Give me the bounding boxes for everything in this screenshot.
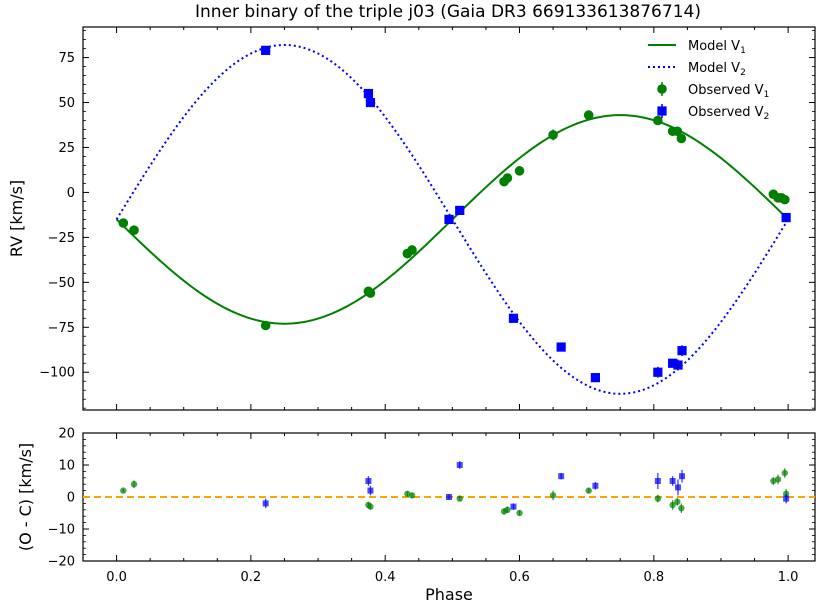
residual-point-v1: [456, 495, 463, 502]
residual-point-v2: [367, 487, 374, 494]
y-tick-label: −75: [48, 321, 75, 336]
data-point-v1: [407, 245, 417, 255]
data-point-v2: [668, 358, 678, 368]
legend-label: Model V1: [688, 39, 746, 56]
residual-point-v2: [510, 503, 517, 510]
residual-point-v1: [516, 509, 523, 517]
legend-swatch-square: [657, 106, 667, 116]
legend: Model V1 Model V2 Observed V1 Observed V2: [648, 39, 769, 122]
y-tick-label: 25: [58, 141, 75, 156]
residual-point-v1: [774, 476, 782, 483]
y-tick-label: −20: [48, 555, 75, 570]
residual-point-v2: [669, 478, 676, 484]
data-point-v2: [455, 205, 465, 216]
data-point-v2: [363, 88, 374, 99]
y-tick-label: −50: [48, 276, 75, 291]
data-point-v1: [365, 288, 376, 298]
x-tick-label: 0.4: [375, 570, 396, 585]
x-axis-label: Phase: [425, 585, 473, 604]
y-tick-label: 0: [67, 491, 75, 506]
data-point-v2: [556, 342, 566, 352]
data-point-v2: [590, 373, 600, 383]
residual-point-v2: [592, 482, 599, 489]
data-point-v1: [118, 218, 129, 228]
residual-point-v1: [549, 492, 557, 499]
data-point-v2: [677, 346, 687, 356]
data-point-v1: [672, 126, 683, 137]
data-point-v1: [129, 225, 139, 235]
legend-label: Observed V1: [688, 83, 769, 100]
residual-point-v1: [674, 498, 681, 505]
residual-point-v2: [558, 473, 565, 480]
chart-title: Inner binary of the triple j03 (Gaia DR3…: [195, 2, 701, 22]
data-point-v1: [676, 133, 687, 144]
data-point-v2: [781, 213, 791, 223]
data-point-v1: [260, 320, 271, 331]
residual-point-v2: [456, 462, 463, 468]
data-point-v1: [548, 130, 558, 140]
y-tick-label: −100: [39, 366, 75, 381]
data-point-v1: [653, 115, 663, 126]
data-point-v2: [653, 367, 663, 377]
residual-point-v1: [781, 469, 788, 477]
data-point-v1: [779, 194, 790, 205]
y-tick-label: 0: [67, 186, 75, 201]
residual-point-v2: [654, 478, 661, 484]
plot-frame: [82, 26, 816, 411]
y-tick-label: −25: [48, 231, 75, 246]
legend-swatch-circle: [657, 84, 667, 94]
residual-point-v1: [669, 501, 676, 509]
residuals-panel: 0.0 0.2 0.4 0.6 0.8 1.0 −20 −10 0 10 20 (O - C) [km…: [16, 427, 816, 604]
residual-point-v1: [585, 487, 592, 494]
legend-label: Observed V2: [688, 105, 769, 122]
data-point-v2: [261, 45, 271, 55]
residual-point-v1: [678, 505, 685, 512]
x-tick-label: 0.6: [509, 570, 530, 585]
residual-point-v2: [262, 500, 269, 507]
x-tick-label: 0.2: [241, 570, 262, 585]
residual-point-v2: [675, 484, 682, 491]
residual-point-v1: [654, 495, 662, 502]
residual-point-v1: [120, 487, 127, 494]
residual-point-v1: [130, 481, 138, 488]
residual-point-v1: [504, 506, 511, 513]
data-point-v1: [514, 166, 525, 176]
data-point-v1: [583, 110, 594, 120]
y-axis-label: (O - C) [km/s]: [16, 443, 35, 551]
y-tick-label: −10: [48, 523, 75, 538]
data-point-v2: [365, 97, 376, 108]
legend-label: Model V2: [688, 61, 746, 78]
residual-point-v2: [783, 495, 790, 502]
residual-point-v2: [679, 473, 686, 480]
data-point-v1: [502, 173, 513, 183]
data-point-v2: [673, 360, 683, 370]
residual-point-v2: [446, 494, 452, 500]
residual-point-v1: [367, 503, 374, 510]
data-point-v2: [508, 313, 519, 323]
residual-point-v1: [408, 492, 416, 499]
y-tick-label: 50: [58, 96, 75, 111]
data-point-v2: [444, 214, 454, 224]
x-tick-label: 1.0: [778, 570, 799, 585]
x-tick-label: 0.0: [106, 570, 127, 585]
y-axis-label: RV [km/s]: [7, 180, 26, 257]
y-tick-label: 75: [58, 51, 75, 66]
y-tick-label: 20: [58, 427, 75, 442]
x-tick-label: 0.8: [643, 570, 664, 585]
residual-point-v2: [365, 478, 372, 484]
y-tick-label: 10: [58, 459, 75, 474]
